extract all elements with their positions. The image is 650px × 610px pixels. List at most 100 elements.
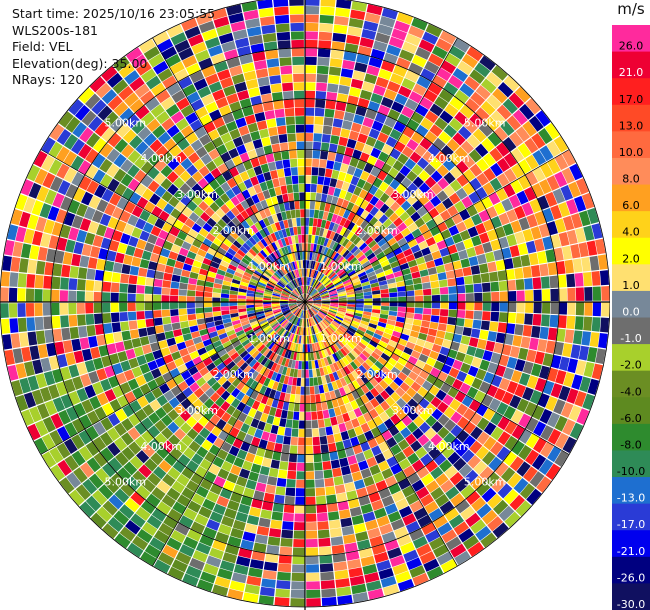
velocity-gate bbox=[179, 183, 191, 195]
velocity-gate bbox=[122, 187, 135, 201]
velocity-gate bbox=[104, 333, 115, 345]
velocity-gate bbox=[269, 389, 277, 399]
velocity-gate bbox=[161, 309, 171, 317]
velocity-gate bbox=[194, 513, 209, 526]
velocity-gate bbox=[114, 437, 128, 451]
velocity-gate bbox=[12, 241, 23, 257]
velocity-gate bbox=[370, 316, 380, 322]
velocity-gate bbox=[329, 293, 338, 297]
velocity-gate bbox=[316, 504, 328, 513]
velocity-gate bbox=[409, 528, 425, 542]
velocity-gate bbox=[352, 262, 362, 270]
velocity-gate bbox=[347, 455, 358, 465]
velocity-gate bbox=[262, 247, 270, 256]
velocity-gate bbox=[198, 506, 212, 519]
velocity-gate bbox=[462, 182, 475, 196]
velocity-gate bbox=[310, 289, 317, 296]
velocity-gate bbox=[263, 307, 272, 311]
velocity-gate bbox=[498, 354, 510, 367]
velocity-gate bbox=[88, 336, 98, 348]
velocity-gate bbox=[248, 444, 258, 455]
velocity-gate bbox=[283, 167, 292, 177]
velocity-gate bbox=[99, 158, 113, 173]
velocity-gate bbox=[416, 75, 431, 89]
velocity-gate bbox=[468, 149, 482, 163]
velocity-gate bbox=[174, 151, 188, 164]
velocity-gate bbox=[150, 82, 166, 97]
velocity-gate bbox=[271, 242, 278, 251]
velocity-gate bbox=[496, 446, 511, 461]
velocity-gate bbox=[191, 453, 204, 465]
velocity-gate bbox=[396, 57, 411, 70]
velocity-gate bbox=[144, 352, 155, 363]
velocity-gate bbox=[458, 126, 472, 140]
velocity-gate bbox=[507, 472, 522, 488]
velocity-gate bbox=[119, 107, 135, 123]
velocity-gate bbox=[351, 1, 368, 12]
velocity-gate bbox=[193, 434, 206, 446]
velocity-gate bbox=[484, 116, 500, 132]
azimuth-spoke bbox=[152, 37, 306, 303]
velocity-gate bbox=[223, 276, 233, 283]
velocity-gate bbox=[470, 475, 485, 490]
velocity-gate bbox=[349, 339, 358, 347]
velocity-gate bbox=[68, 278, 78, 291]
velocity-gate bbox=[601, 302, 610, 317]
velocity-gate bbox=[432, 544, 449, 558]
velocity-gate bbox=[79, 218, 92, 232]
velocity-gate bbox=[243, 254, 253, 263]
velocity-gate bbox=[155, 357, 166, 368]
velocity-gate bbox=[167, 183, 179, 196]
colorbar-swatch bbox=[612, 78, 650, 106]
velocity-gate bbox=[166, 82, 182, 96]
velocity-gate bbox=[271, 303, 280, 306]
velocity-gate bbox=[474, 348, 485, 359]
velocity-gate bbox=[321, 596, 337, 607]
velocity-gate bbox=[344, 542, 358, 553]
velocity-gate bbox=[437, 426, 450, 439]
velocity-gate bbox=[268, 243, 276, 253]
velocity-gate bbox=[205, 101, 219, 114]
velocity-gate bbox=[261, 578, 276, 588]
velocity-gate bbox=[130, 513, 146, 528]
velocity-gate bbox=[365, 519, 379, 531]
velocity-gate bbox=[418, 240, 429, 250]
velocity-gate bbox=[326, 194, 333, 204]
velocity-gate bbox=[89, 395, 102, 410]
velocity-gate bbox=[293, 530, 305, 539]
velocity-gate bbox=[213, 223, 223, 233]
velocity-gate bbox=[601, 286, 610, 301]
velocity-gate bbox=[368, 322, 378, 329]
velocity-gate bbox=[566, 388, 579, 404]
velocity-gate bbox=[516, 302, 525, 313]
velocity-gate bbox=[285, 116, 295, 126]
velocity-gate bbox=[71, 434, 85, 450]
velocity-gate bbox=[444, 507, 460, 522]
velocity-gate bbox=[248, 347, 258, 356]
velocity-gate bbox=[4, 349, 15, 366]
velocity-gate bbox=[479, 466, 494, 481]
velocity-gate bbox=[508, 290, 517, 302]
velocity-gate bbox=[56, 442, 71, 459]
velocity-gate bbox=[513, 477, 529, 494]
velocity-gate bbox=[313, 334, 318, 343]
velocity-gate bbox=[547, 262, 558, 276]
velocity-gate bbox=[305, 344, 308, 353]
velocity-gate bbox=[343, 51, 357, 62]
velocity-gate bbox=[185, 62, 201, 76]
velocity-gate bbox=[236, 401, 246, 412]
velocity-gate bbox=[174, 522, 190, 536]
velocity-gate bbox=[352, 592, 369, 603]
velocity-gate bbox=[305, 73, 316, 82]
velocity-gate bbox=[284, 393, 291, 402]
velocity-gate bbox=[546, 175, 560, 191]
velocity-gate bbox=[125, 114, 140, 129]
velocity-gate bbox=[297, 369, 302, 378]
velocity-gate bbox=[231, 398, 241, 409]
velocity-gate bbox=[482, 241, 493, 254]
velocity-gate bbox=[110, 282, 120, 293]
velocity-gate bbox=[471, 356, 482, 368]
velocity-gate bbox=[305, 5, 320, 15]
velocity-gate bbox=[120, 173, 134, 187]
velocity-gate bbox=[419, 137, 432, 151]
